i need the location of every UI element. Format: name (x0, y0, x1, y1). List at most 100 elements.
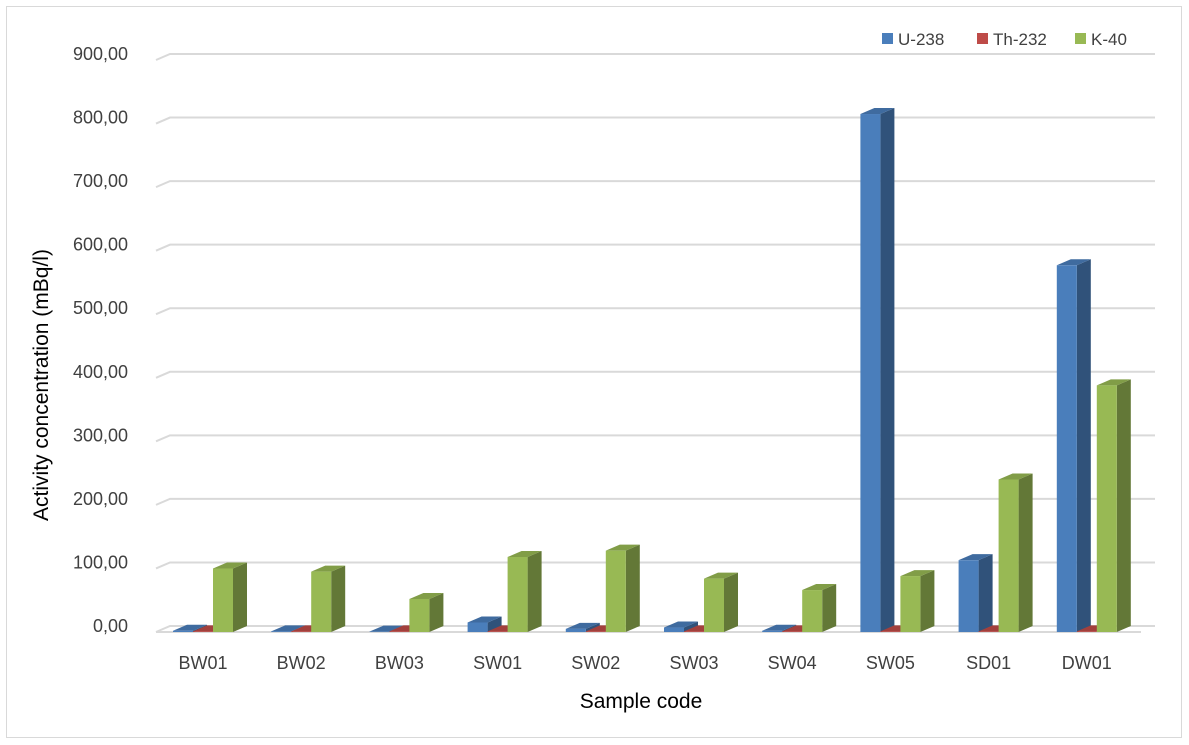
gridline (155, 180, 1155, 189)
bar-front (880, 631, 901, 632)
bar-k-40 (507, 551, 542, 632)
bar-k-40 (704, 572, 738, 632)
bar-k-40 (802, 584, 837, 632)
bar-top (467, 616, 502, 623)
x-tick-label: DW01 (1062, 653, 1112, 673)
x-tick-label: BW01 (178, 653, 227, 673)
bar-front (291, 631, 312, 632)
legend-label: U-238 (898, 30, 944, 49)
x-tick-label: SD01 (966, 653, 1011, 673)
bar-top (507, 551, 542, 558)
bar-front (487, 631, 508, 632)
bar-front (389, 631, 410, 632)
bar-side (487, 616, 502, 632)
legend-label: K-40 (1091, 30, 1127, 49)
bar-top (704, 572, 738, 579)
bar-top (762, 624, 797, 631)
bar-front (782, 631, 803, 632)
bar-front (762, 630, 783, 632)
x-tick-label: SW04 (768, 653, 817, 673)
legend-label: Th-232 (993, 30, 1047, 49)
bar-front (684, 631, 704, 632)
bar-side (920, 570, 935, 632)
bar-u-238 (664, 621, 698, 632)
bar-front (605, 550, 626, 632)
bar-k-40 (605, 544, 640, 632)
bar-top (311, 565, 346, 572)
bar-side (233, 562, 247, 632)
bar-k-40 (311, 565, 346, 632)
x-tick-label: SW01 (473, 653, 522, 673)
x-tick-label: SW03 (669, 653, 718, 673)
bar-side (822, 584, 837, 632)
legend-swatch (1075, 33, 1086, 44)
y-axis-ticks: 0,00 100,00 200,00 300,00 400,00 500,00 600,00… (73, 44, 128, 636)
y-axis-title: Activity concentration (mBq/l) (30, 249, 53, 521)
bar-side (331, 565, 346, 632)
bar-front (1056, 265, 1077, 632)
bar-top (173, 624, 207, 631)
bar-front (998, 479, 1019, 632)
bar-side (625, 544, 640, 632)
x-tick-label: BW02 (277, 653, 326, 673)
y-tick-label: 300,00 (73, 425, 128, 445)
bar-top (998, 473, 1033, 480)
x-tick-label: BW03 (375, 653, 424, 673)
bars (173, 108, 1131, 633)
bar-front (565, 628, 586, 632)
bar-k-40 (213, 562, 247, 632)
legend: U-238 Th-232 K-40 (882, 30, 1127, 49)
gridline (155, 370, 1155, 379)
bar-side (585, 622, 600, 632)
bar-top (369, 625, 404, 632)
bar-top (605, 544, 640, 551)
legend-swatch (977, 33, 988, 44)
y-tick-label: 0,00 (93, 616, 128, 636)
bar-front (507, 557, 528, 632)
bar-front (664, 627, 684, 632)
x-axis-ticks: BW01 BW02 BW03 SW01 SW02 SW03 SW04 SW05 SD01 DW01 (178, 653, 1111, 673)
bar-side (684, 621, 698, 632)
bar-top (1096, 379, 1131, 386)
bar-front (409, 598, 430, 632)
bar-top (900, 570, 935, 577)
bar-u-238 (958, 554, 993, 632)
bar-front (958, 560, 979, 632)
bar-side (978, 554, 993, 632)
bar-front (271, 631, 292, 632)
bar-side (1076, 259, 1091, 632)
bar-top (1056, 259, 1091, 266)
bar-k-40 (409, 592, 444, 632)
bar-k-40 (900, 570, 935, 632)
bar-side (880, 108, 895, 633)
gridline (155, 307, 1155, 316)
bar-front (311, 571, 332, 632)
y-tick-label: 500,00 (73, 298, 128, 318)
gridline (155, 53, 1155, 61)
legend-swatch (882, 33, 893, 44)
y-tick-label: 800,00 (73, 108, 128, 128)
y-tick-label: 700,00 (73, 171, 128, 191)
y-tick-label: 400,00 (73, 362, 128, 382)
bar-front (585, 631, 606, 632)
bar-front (978, 631, 999, 632)
bar-top (958, 554, 993, 561)
bar-front (193, 631, 213, 632)
bar-front (1076, 631, 1097, 632)
y-tick-label: 600,00 (73, 235, 128, 255)
x-tick-label: SW02 (571, 653, 620, 673)
y-tick-label: 200,00 (73, 489, 128, 509)
bar-front (173, 630, 193, 632)
bar-front (860, 114, 881, 633)
bar-u-238 (860, 108, 895, 633)
bar-side (527, 551, 542, 632)
bar-front (1096, 385, 1117, 632)
x-axis-title: Sample code (580, 690, 703, 713)
bar-k-40 (998, 473, 1033, 632)
bar-side (1116, 379, 1131, 632)
bar-top (664, 621, 698, 628)
gridline (155, 116, 1155, 125)
bar-front (900, 576, 921, 632)
gridline (155, 434, 1155, 443)
